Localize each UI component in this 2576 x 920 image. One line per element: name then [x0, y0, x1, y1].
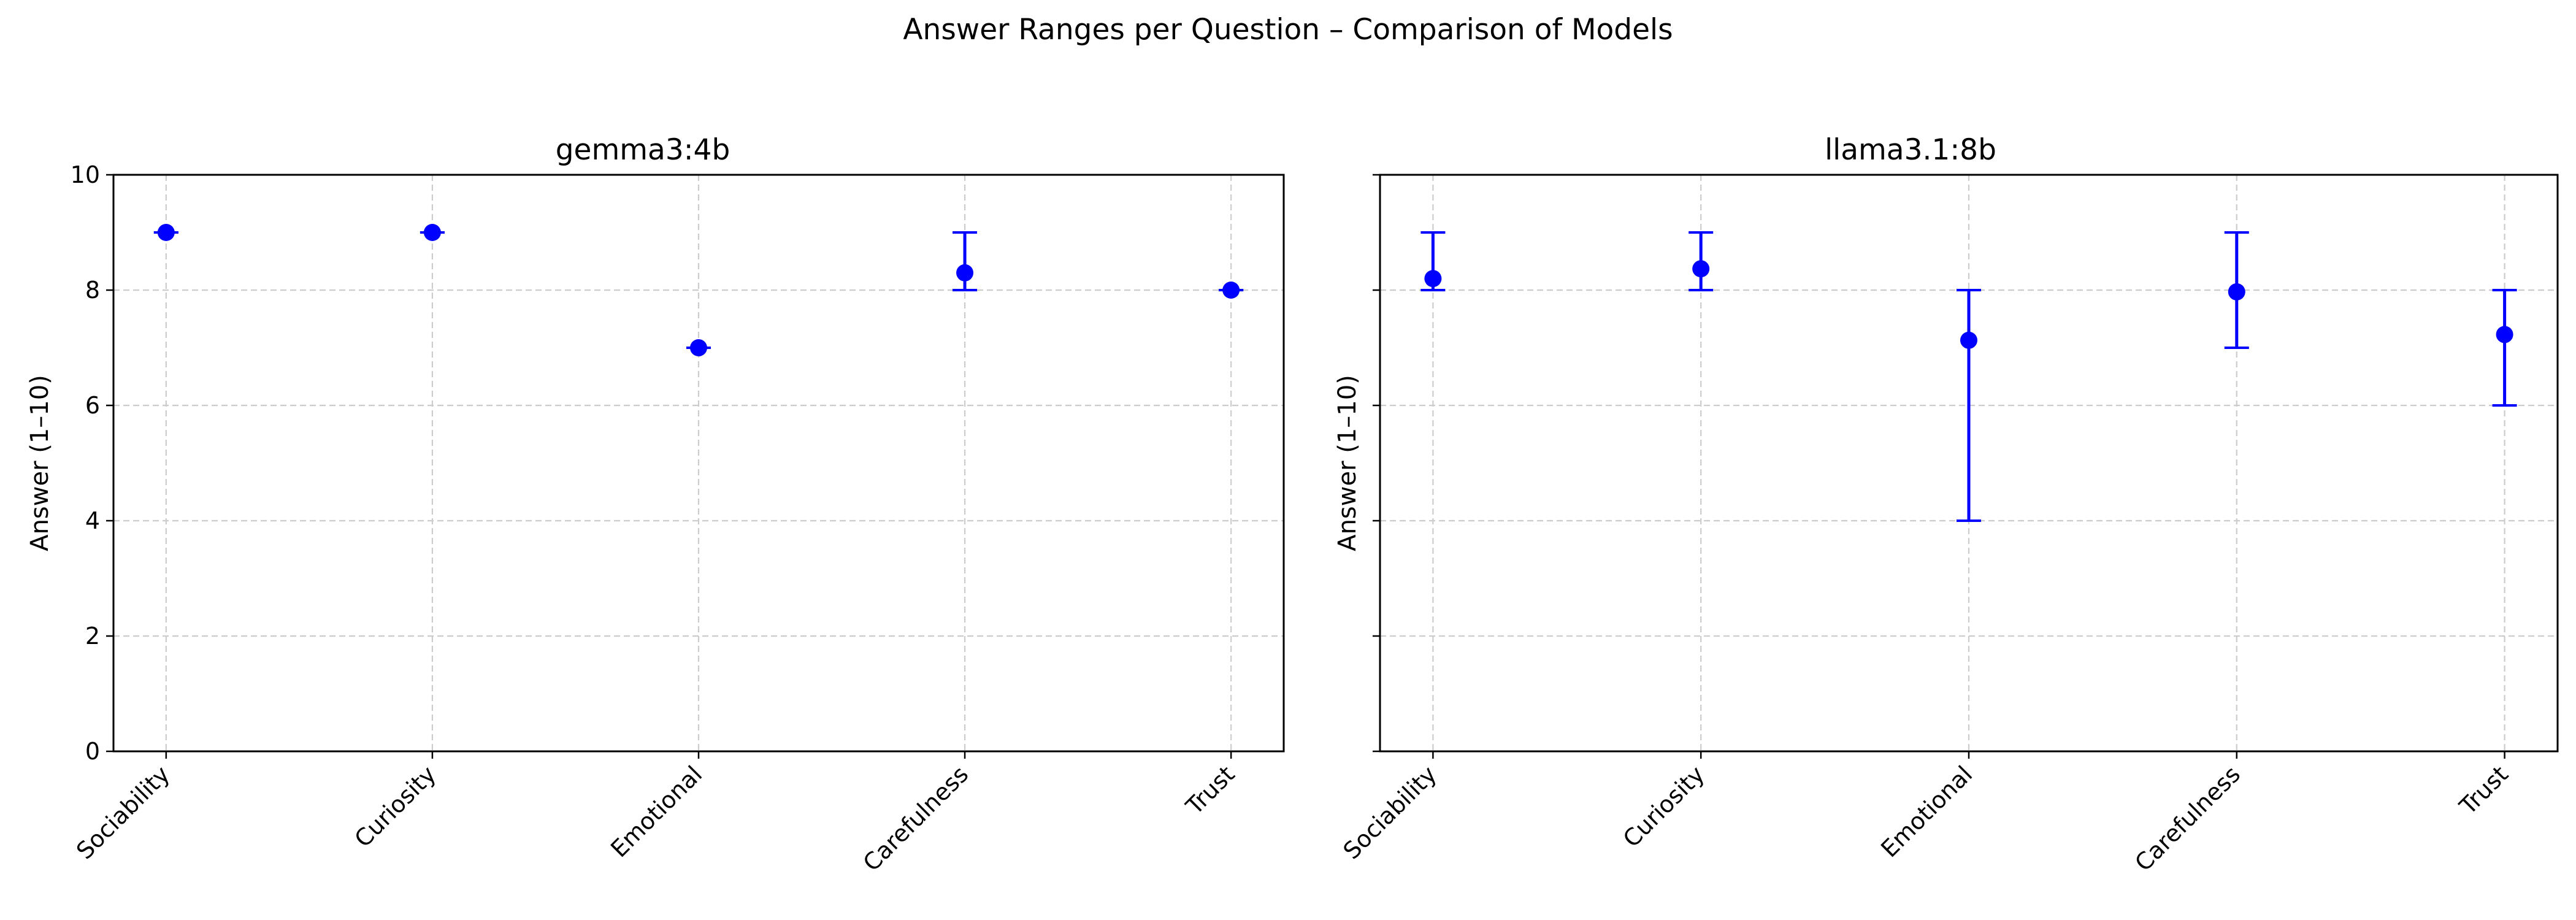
panel-title: llama3.1:8b [1825, 133, 1996, 167]
data-point [956, 264, 974, 282]
axes-frame [112, 174, 1285, 753]
y-tick-label: 8 [85, 277, 100, 304]
x-tick-label: Trust [2454, 761, 2513, 820]
x-tick-label: Curiosity [350, 761, 442, 853]
panel-title: gemma3:4b [556, 133, 730, 167]
y-tick-label: 6 [85, 392, 100, 419]
x-tick-label: Emotional [605, 761, 707, 862]
data-point [157, 224, 175, 241]
x-tick-label: Sociability [71, 761, 175, 864]
data-point [1960, 331, 1977, 349]
panel-gemma: gemma3:4b Answer (1–10) 0 2 4 6 8 10 Sociabili… [26, 133, 1285, 876]
x-tick-label: Sociability [1338, 761, 1442, 864]
data-point [2228, 283, 2245, 301]
figure-title: Answer Ranges per Question – Comparison … [903, 13, 1673, 47]
data-point [1222, 282, 1240, 299]
x-tick-label: Emotional [1876, 761, 1977, 862]
axes-frame [1379, 174, 2559, 753]
data-point [1692, 260, 1710, 278]
data-point [2496, 326, 2513, 343]
data-point [1424, 270, 1442, 288]
data-point [690, 339, 707, 356]
y-axis-label: Answer (1–10) [1333, 375, 1362, 551]
x-tick-label: Curiosity [1618, 761, 1710, 853]
y-axis-label: Answer (1–10) [26, 375, 54, 551]
y-tick-label: 10 [71, 161, 100, 188]
y-tick-label: 2 [85, 623, 100, 650]
y-tick-label: 4 [85, 507, 100, 534]
x-tick-label: Trust [1181, 761, 1240, 820]
data-point [423, 224, 441, 241]
x-tick-label: Carefulness [858, 761, 974, 876]
panel-llama: llama3.1:8b Answer (1–10) Sociability Cur… [1333, 133, 2559, 876]
y-tick-label: 0 [85, 738, 100, 765]
x-tick-label: Carefulness [2129, 761, 2245, 876]
